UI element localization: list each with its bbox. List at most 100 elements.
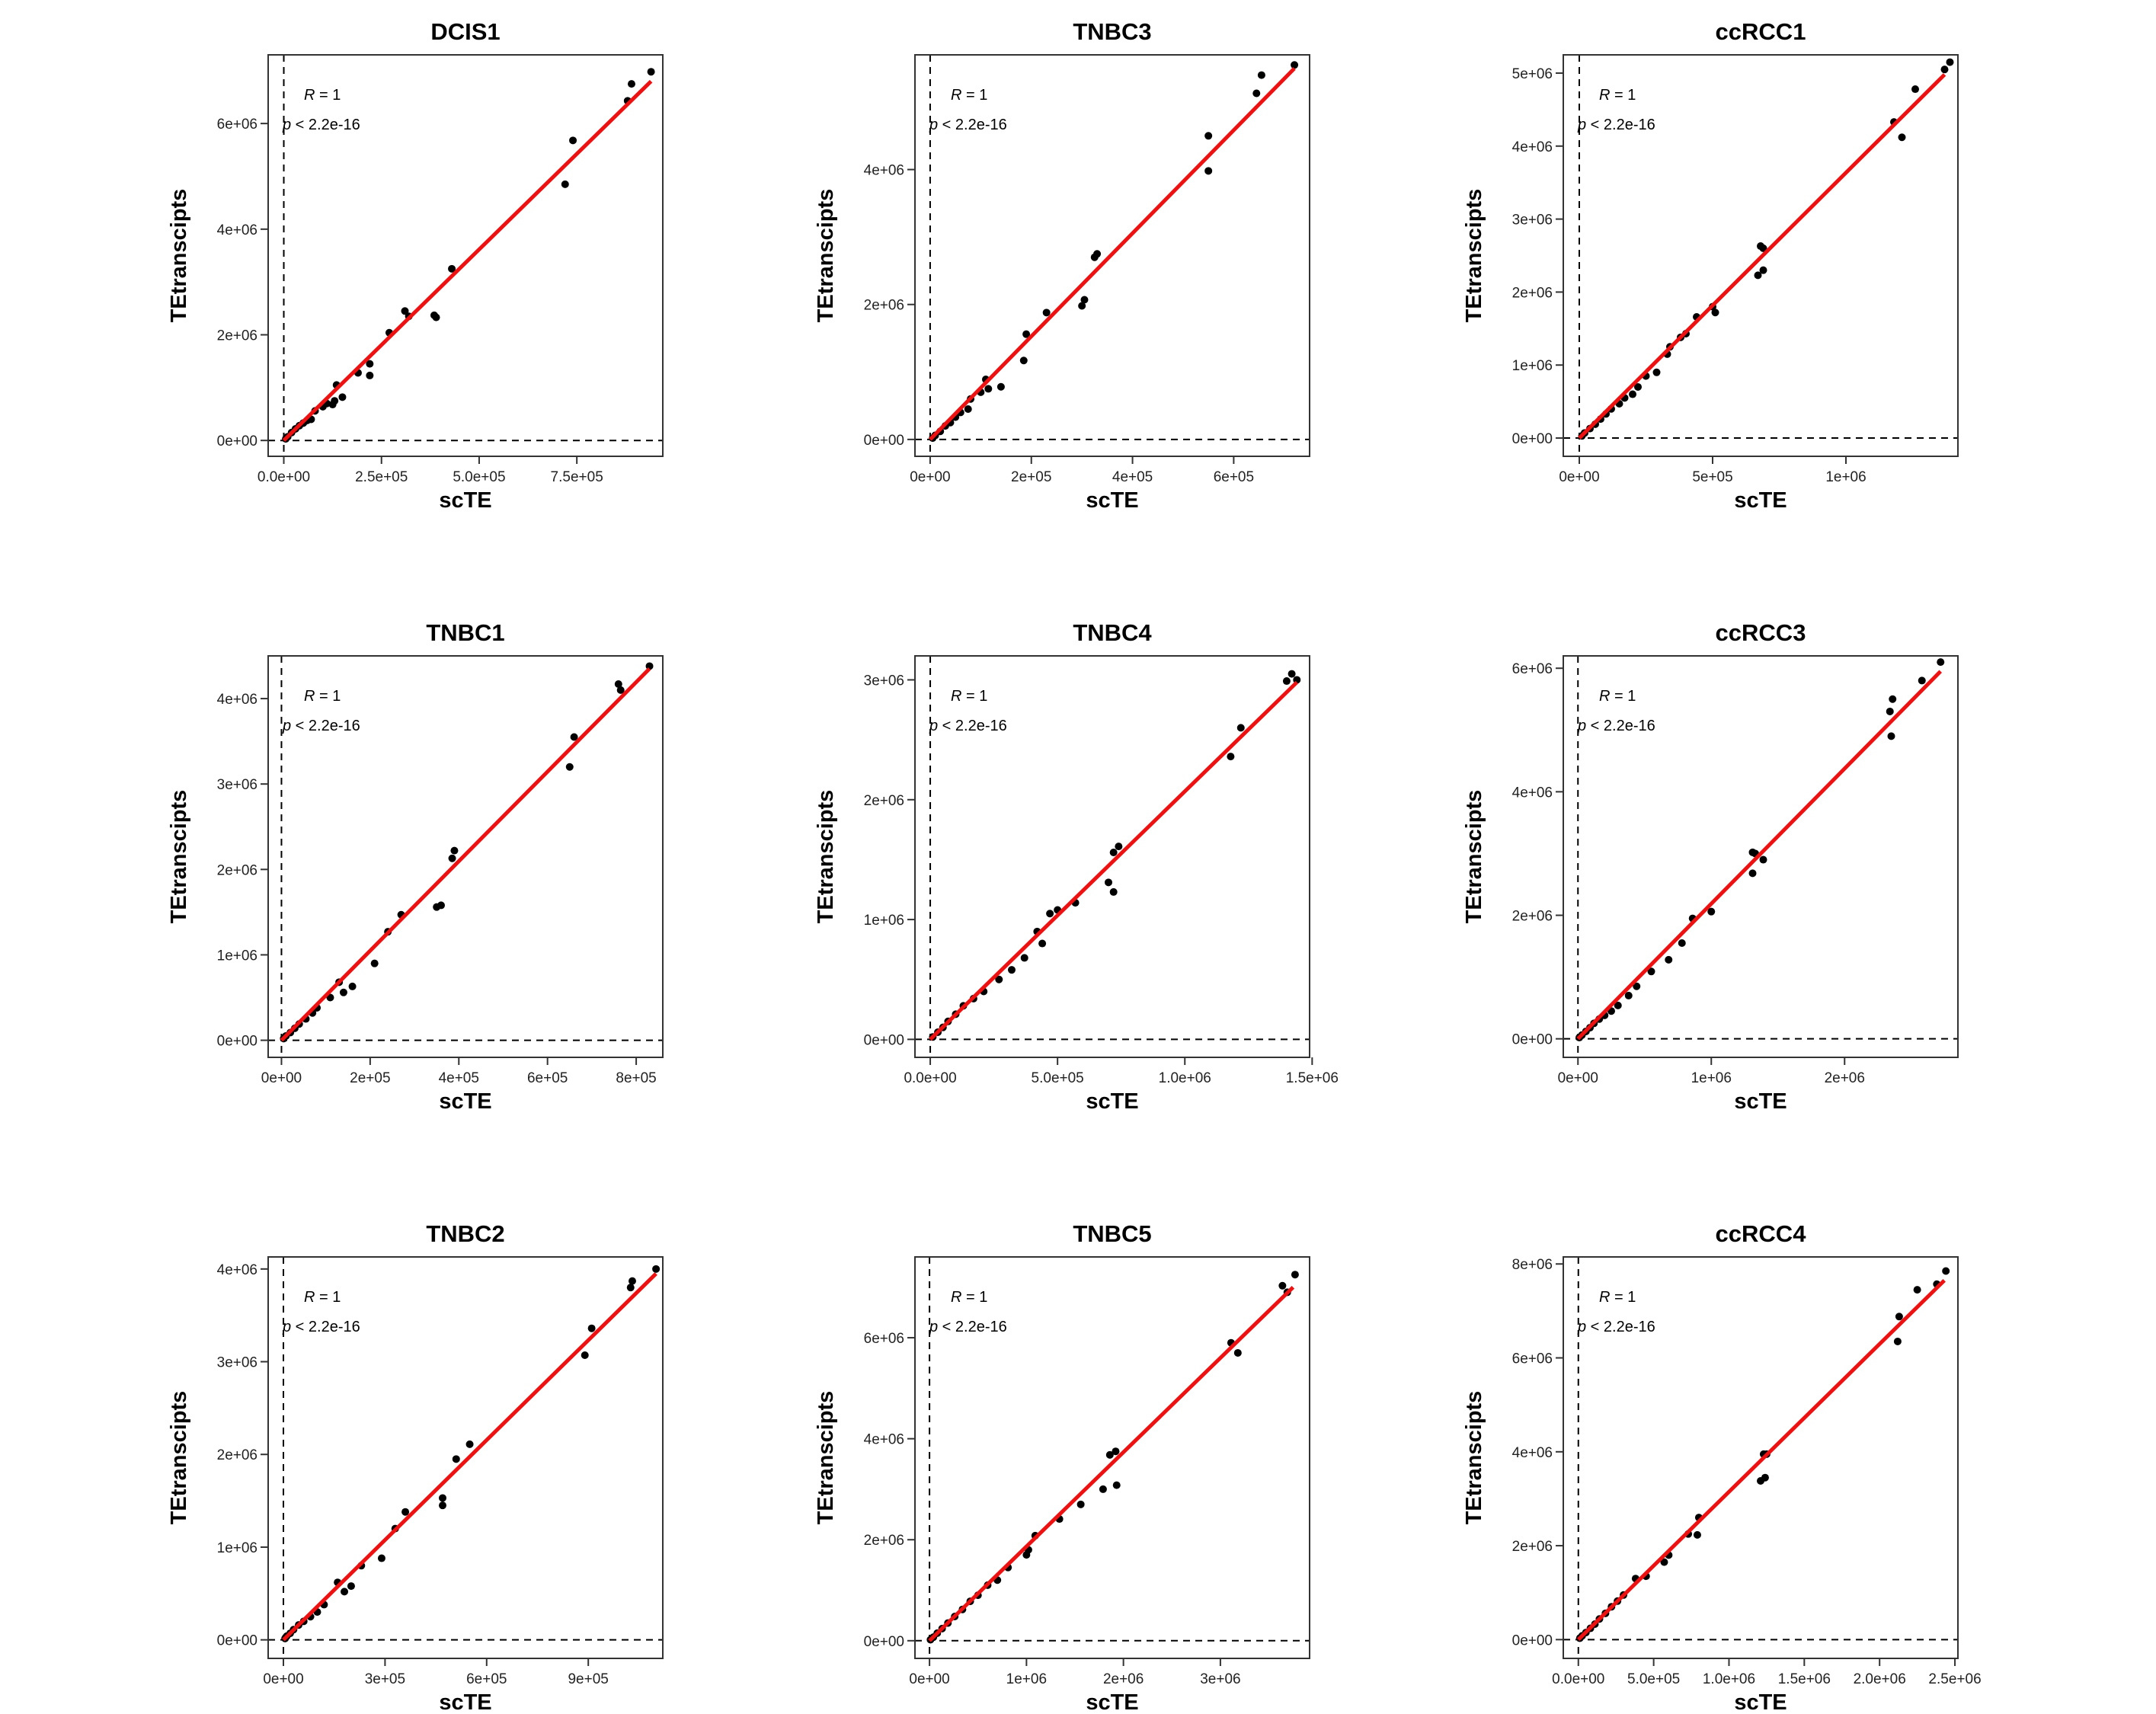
correlation-label: R = 1: [951, 87, 987, 104]
y-tick-label: 0e+00: [864, 1032, 904, 1048]
data-point: [1634, 382, 1642, 391]
data-point: [1227, 753, 1235, 761]
x-tick-label: 6e+05: [1214, 469, 1254, 485]
panel-ccrcc3: ccRCC3 0e+00 1e+06 2e+06 0e+00 2e+06 4e+06 6e+0…: [1462, 619, 1959, 1114]
x-tick-label: 2e+06: [1825, 1070, 1865, 1086]
panel-tnbc4: TNBC4 0.0e+00 5.0e+05 1.0e+06 1.5e+06 0e+00 1e…: [814, 619, 1339, 1114]
data-point: [1633, 982, 1641, 990]
p-value-label: p < 2.2e-16: [929, 117, 1007, 133]
data-point: [1889, 695, 1897, 703]
correlation-label: R = 1: [1599, 1289, 1636, 1306]
data-point: [964, 405, 972, 413]
data-point: [341, 1588, 349, 1596]
y-tick-label: 2e+06: [864, 1533, 904, 1549]
p-value-label: p < 2.2e-16: [929, 1319, 1007, 1335]
data-point: [1115, 843, 1123, 851]
data-point: [1236, 724, 1245, 732]
y-tick-label: 0e+00: [217, 433, 258, 449]
data-point: [1291, 1271, 1299, 1279]
plot-frame: [1563, 54, 1959, 457]
x-axis-label: scTE: [1086, 488, 1138, 513]
panel-dcis1: DCIS1 0.0e+00 2.5e+05 5.0e+05 7.5e+05 0e+00 2e…: [167, 18, 664, 513]
data-point: [1759, 266, 1767, 274]
x-tick-label: 0e+00: [261, 1070, 302, 1086]
plot-frame: [267, 54, 664, 457]
panel-title: TNBC1: [426, 619, 504, 646]
regression-line: [929, 66, 1296, 441]
x-tick-label: 1e+06: [1825, 469, 1866, 485]
x-axis-label: scTE: [439, 488, 491, 513]
data-point: [647, 68, 655, 76]
x-tick-label: 5e+05: [1692, 469, 1732, 485]
data-point: [628, 1277, 636, 1285]
data-point: [1291, 61, 1299, 69]
data-point: [614, 680, 622, 689]
data-point: [1937, 658, 1945, 667]
regression-line: [1578, 73, 1946, 440]
data-point: [338, 393, 347, 401]
data-point: [627, 80, 635, 88]
data-point: [1078, 302, 1086, 310]
regression-line: [282, 79, 653, 442]
x-axis-label: scTE: [1734, 1690, 1787, 1714]
panel-title: TNBC2: [426, 1220, 504, 1247]
panel-title: TNBC4: [1073, 619, 1152, 646]
data-point: [448, 264, 456, 273]
panel-tnbc3: TNBC3 0e+00 2e+05 4e+05 6e+05 0e+00 2e+06 4e+06…: [814, 18, 1310, 513]
data-point: [1252, 89, 1261, 98]
correlation-label: R = 1: [304, 87, 341, 104]
y-tick-label: 6e+06: [217, 117, 258, 133]
y-tick-label: 4e+06: [1512, 1445, 1553, 1461]
panel-title: DCIS1: [430, 18, 500, 45]
data-point: [1942, 1267, 1950, 1275]
data-point: [366, 360, 374, 368]
panel-title: TNBC5: [1073, 1220, 1151, 1247]
data-point: [1887, 732, 1895, 740]
y-tick-label: 1e+06: [864, 913, 904, 929]
x-tick-label: 4e+05: [439, 1070, 479, 1086]
y-tick-label: 3e+06: [864, 673, 904, 689]
data-point: [1288, 670, 1296, 678]
panel-title: TNBC3: [1073, 18, 1151, 45]
data-point: [1204, 132, 1213, 140]
y-tick-label: 3e+06: [1512, 213, 1553, 229]
data-point: [1105, 1450, 1114, 1459]
p-value-label: p < 2.2e-16: [1577, 718, 1655, 734]
data-point: [1233, 1348, 1242, 1357]
data-point: [1759, 244, 1767, 252]
regression-line: [928, 1285, 1295, 1642]
data-point: [569, 136, 577, 145]
data-point: [328, 401, 337, 409]
correlation-label: R = 1: [1599, 87, 1636, 104]
panel-title: ccRCC3: [1716, 619, 1806, 646]
data-point: [1748, 848, 1757, 856]
y-tick-label: 4e+06: [1512, 785, 1553, 801]
data-point: [1629, 390, 1636, 398]
x-tick-label: 0.0e+00: [1552, 1671, 1604, 1687]
data-point: [1757, 1477, 1764, 1485]
regression-line: [1576, 670, 1943, 1041]
y-tick-label: 0e+00: [864, 1634, 904, 1650]
x-tick-label: 5.0e+05: [453, 469, 505, 485]
data-point: [377, 1554, 385, 1562]
x-tick-label: 1e+06: [1006, 1671, 1047, 1687]
x-tick-label: 0e+00: [910, 469, 950, 485]
data-point: [1022, 1551, 1031, 1559]
y-tick-label: 4e+06: [1512, 139, 1553, 155]
y-tick-label: 0e+00: [1512, 1632, 1553, 1648]
data-point: [1898, 133, 1906, 142]
data-point: [570, 733, 578, 741]
x-tick-label: 8e+05: [616, 1070, 656, 1086]
x-tick-label: 0e+00: [909, 1671, 949, 1687]
data-point: [326, 993, 334, 1002]
y-axis-label: TEtranscipts: [1462, 790, 1486, 924]
data-point: [1893, 1337, 1902, 1345]
data-point: [1913, 1286, 1921, 1294]
data-point: [339, 988, 347, 996]
y-tick-label: 2e+06: [1512, 1539, 1553, 1555]
plot-frame: [914, 655, 1310, 1058]
data-point: [1104, 878, 1112, 887]
x-tick-label: 0.0e+00: [258, 469, 310, 485]
y-tick-label: 4e+06: [217, 1262, 258, 1278]
